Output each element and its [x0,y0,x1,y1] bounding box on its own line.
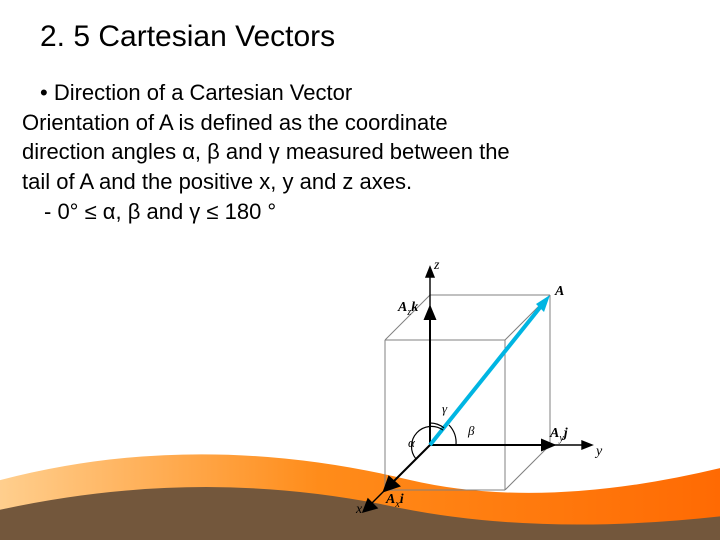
body-line-3: tail of A and the positive x, y and z ax… [22,167,690,197]
beta-label: β [467,423,475,438]
body-line-1: Orientation of A is defined as the coord… [22,108,690,138]
bullet-direction: • Direction of a Cartesian Vector [22,78,690,108]
slide-title: 2. 5 Cartesian Vectors [0,0,720,54]
Az-label: Azk [397,300,418,318]
alpha-label: α [408,435,416,450]
body-text: • Direction of a Cartesian Vector Orient… [0,54,720,226]
vector-A-label: A [554,284,564,299]
vector-A [430,295,550,445]
z-axis-label: z [433,258,440,273]
body-line-2: direction angles α, β and γ measured bet… [22,137,690,167]
x-axis-label: x [355,502,363,515]
y-axis-label: y [594,444,603,459]
cartesian-diagram: z y x A Azk Ayj Axi γ β α [350,255,610,515]
Ay-label: Ayj [549,426,568,444]
gamma-label: γ [442,401,448,416]
body-line-4: - 0° ≤ α, β and γ ≤ 180 ° [22,197,690,227]
Ax-label: Axi [385,492,404,510]
